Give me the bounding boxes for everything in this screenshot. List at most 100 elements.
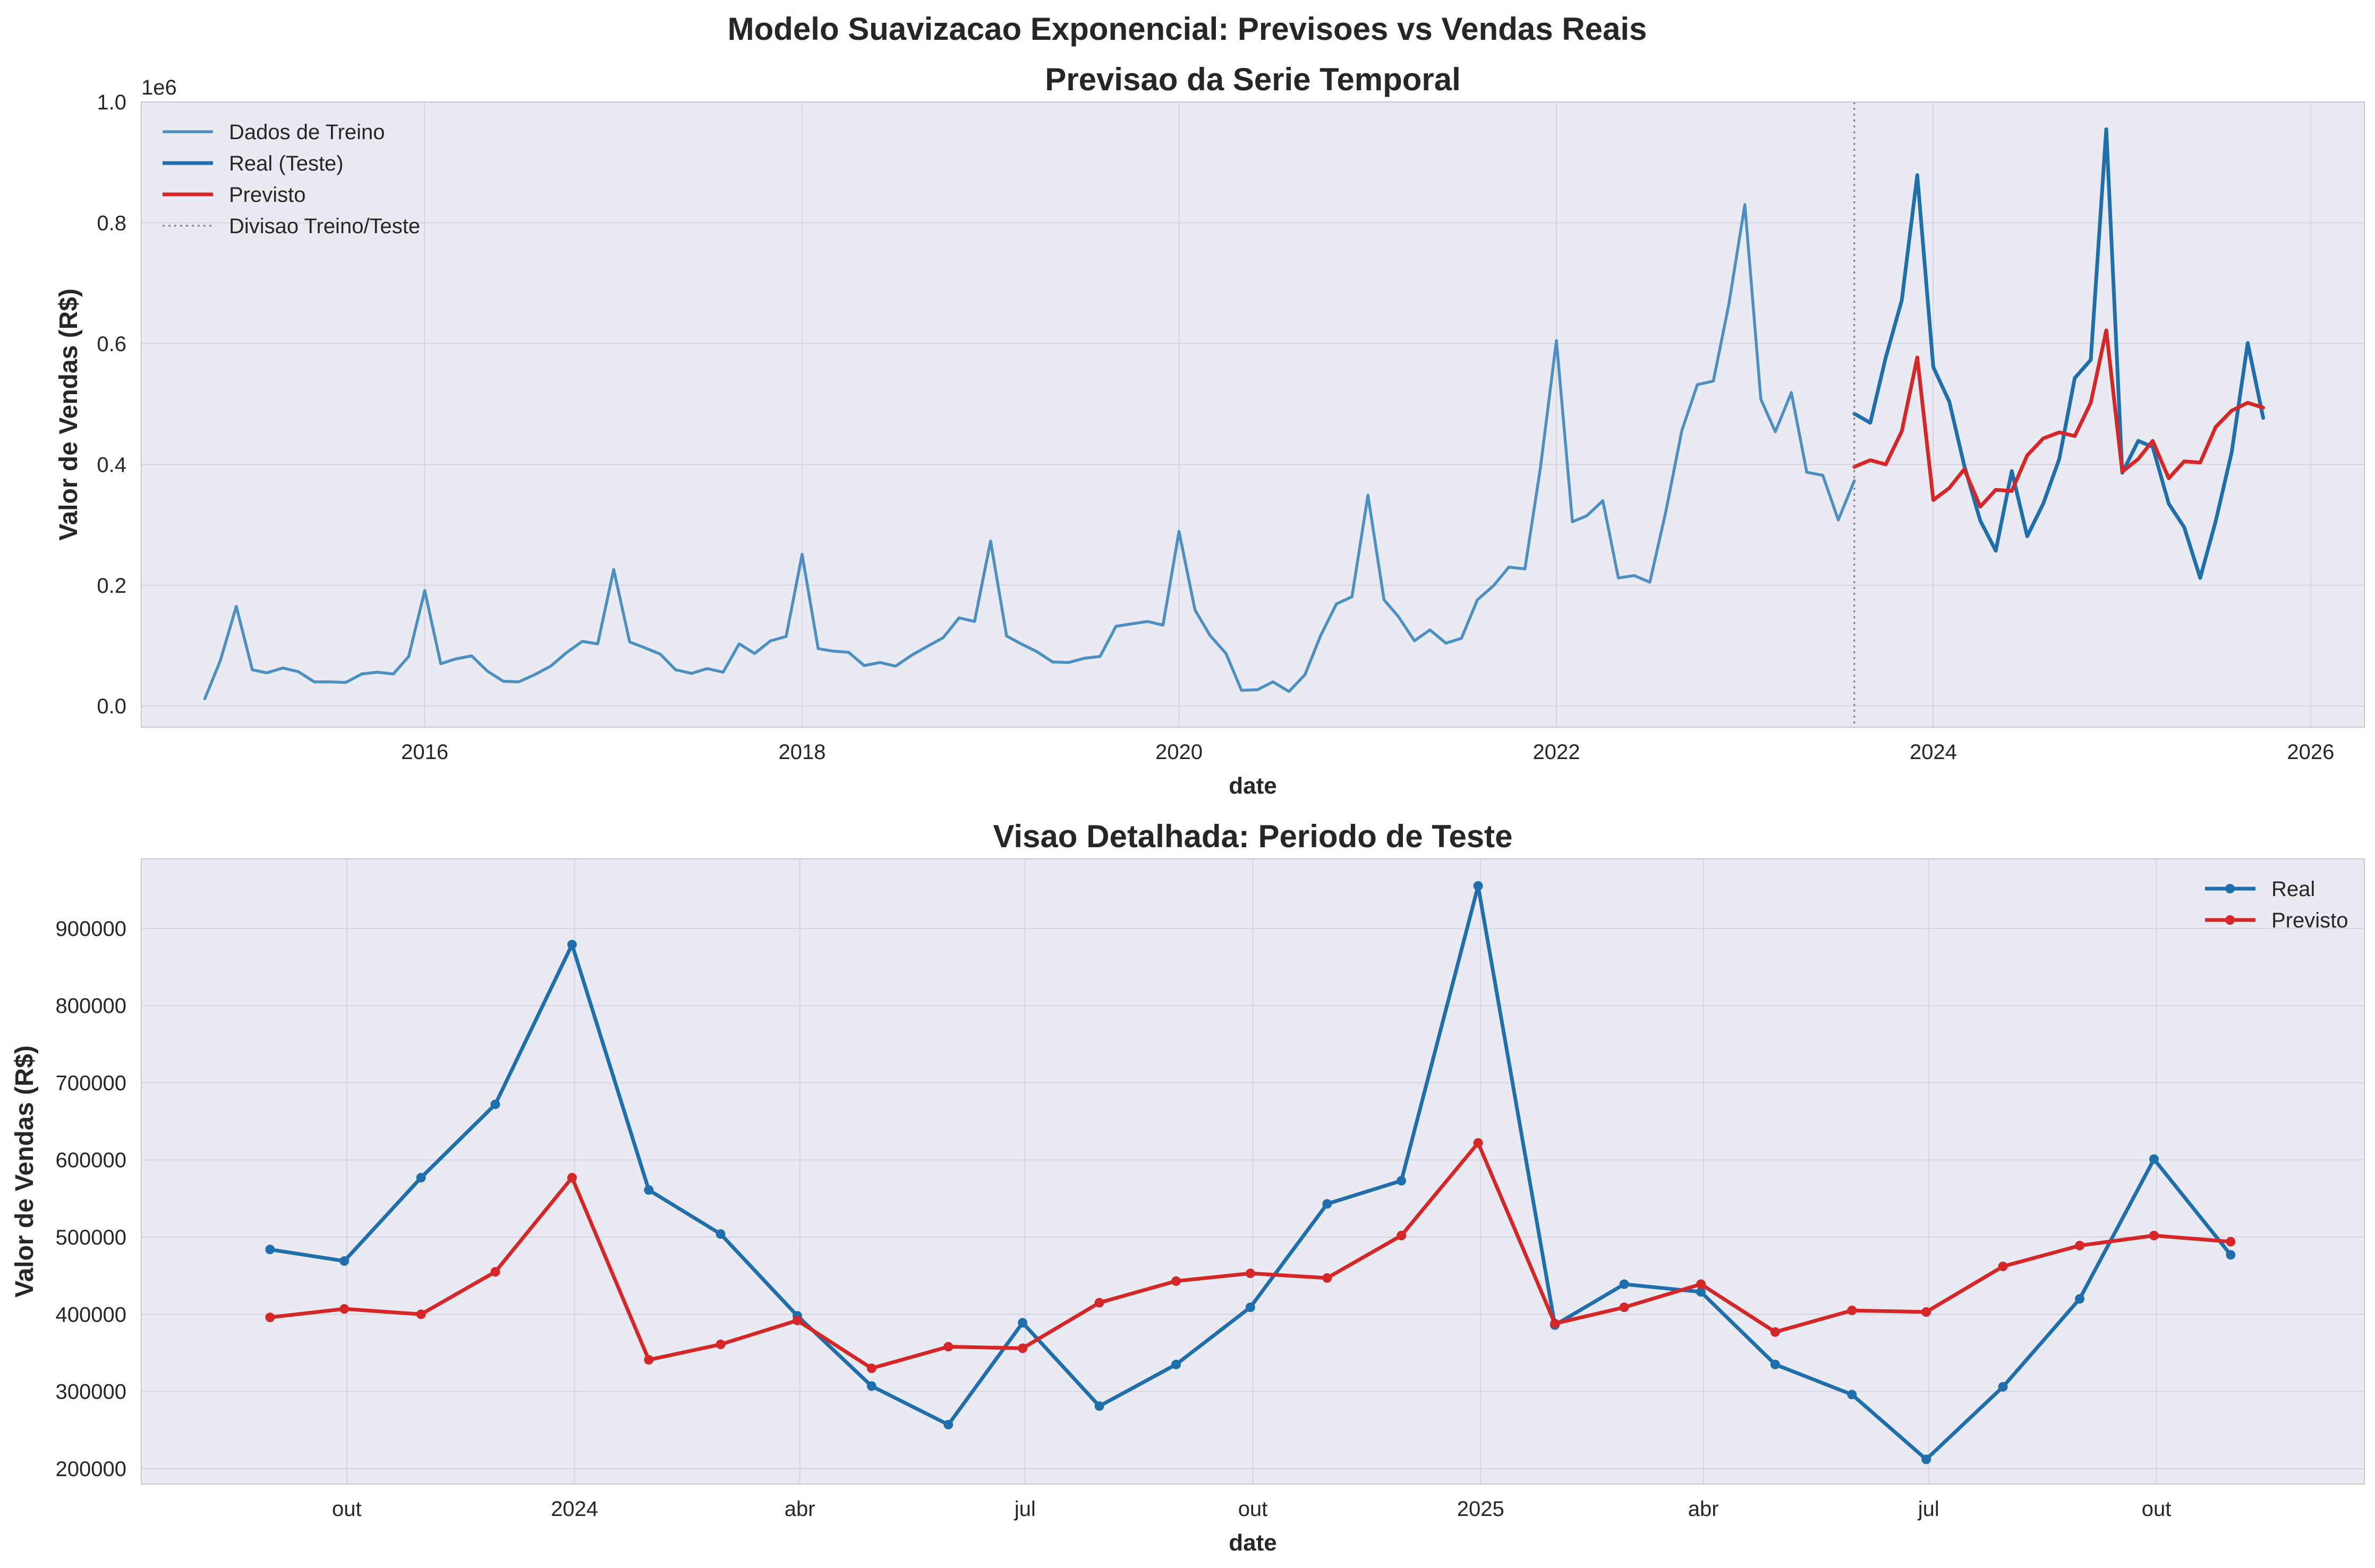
plot-area-background [141, 102, 2364, 727]
data-point-forecast [1619, 1302, 1629, 1313]
y-tick-label: 600000 [56, 1149, 126, 1172]
data-point-forecast [1696, 1279, 1706, 1289]
y-tick-label: 0.6 [97, 333, 126, 356]
data-point-real [265, 1245, 275, 1255]
data-point-forecast [1550, 1318, 1560, 1328]
data-point-forecast [1473, 1138, 1483, 1148]
x-axis-label: date [1229, 773, 1276, 799]
data-point-real [1397, 1175, 1407, 1186]
y-tick-label: 0.2 [97, 574, 126, 598]
data-point-real [1094, 1401, 1104, 1411]
series-line-forecast [1852, 328, 2265, 509]
data-point-real [1322, 1199, 1332, 1209]
y-tick-label: 700000 [56, 1071, 126, 1095]
data-point-real [943, 1420, 954, 1430]
data-point-forecast [265, 1313, 275, 1323]
data-point-real [2075, 1294, 2085, 1304]
legend-marker-real [2225, 884, 2235, 893]
data-point-real [1696, 1287, 1706, 1297]
legend-label: Real [2271, 877, 2315, 901]
data-point-forecast [567, 1173, 577, 1183]
data-point-forecast [1171, 1276, 1181, 1286]
legend-label: Previsto [229, 183, 306, 207]
grid-lines [141, 101, 2364, 727]
x-tick-labels: 2016 2018 2020 2022 2024 2026 [401, 740, 2334, 764]
x-tick-label: 2025 [1457, 1497, 1504, 1521]
x-axis-label: date [1229, 1530, 1276, 1556]
y-tick-label: 900000 [56, 917, 126, 941]
data-point-forecast [490, 1267, 500, 1277]
y-tick-label: 800000 [56, 994, 126, 1018]
x-tick-label: abr [785, 1497, 815, 1521]
y-axis-label: Valor de Vendas (R$) [11, 1045, 39, 1298]
data-point-forecast [1245, 1268, 1255, 1279]
chart-panel-test-period: out 2024 abr jul out 2025 abr jul out 200000 3000… [11, 819, 2365, 1556]
x-tick-label: 2024 [1910, 740, 1957, 764]
y-tick-label: 1.0 [97, 91, 126, 114]
data-point-forecast [1094, 1298, 1104, 1308]
data-point-real [339, 1256, 350, 1266]
data-point-forecast [1322, 1273, 1332, 1283]
data-point-forecast [1397, 1231, 1407, 1241]
series-line-train [203, 203, 1856, 701]
data-point-real [1921, 1454, 1931, 1464]
x-tick-label: 2022 [1533, 740, 1580, 764]
data-point-forecast [2075, 1240, 2085, 1250]
legend-label: Divisao Treino/Teste [229, 215, 420, 238]
x-tick-label: 2018 [779, 740, 826, 764]
legend-label: Dados de Treino [229, 121, 385, 144]
data-point-real [2149, 1154, 2159, 1164]
data-point-forecast [1018, 1343, 1028, 1353]
series-line-real-test [1852, 127, 2265, 580]
y-tick-label: 0.4 [97, 453, 126, 476]
series-layer [203, 102, 2265, 727]
data-point-forecast [792, 1315, 802, 1325]
y-axis-offset-label: 1e6 [141, 76, 177, 99]
data-point-real [490, 1100, 500, 1110]
data-point-real [1619, 1279, 1629, 1289]
x-tick-label: out [332, 1497, 362, 1521]
grid-lines [141, 859, 2364, 1484]
data-point-forecast [866, 1364, 876, 1374]
data-point-forecast [1921, 1307, 1931, 1317]
data-point-forecast [716, 1339, 726, 1349]
y-tick-label: 0.0 [97, 695, 126, 718]
x-tick-label: out [1238, 1497, 1268, 1521]
legend-marker-forecast [2225, 915, 2235, 925]
x-tick-labels: out 2024 abr jul out 2025 abr jul out [332, 1497, 2171, 1521]
x-tick-label: 2026 [2287, 740, 2334, 764]
x-tick-label: out [2142, 1497, 2172, 1521]
y-tick-label: 0.8 [97, 211, 126, 235]
legend-label: Real (Teste) [229, 152, 344, 175]
data-point-forecast [943, 1342, 954, 1352]
data-point-forecast [339, 1304, 350, 1314]
y-tick-label: 300000 [56, 1380, 126, 1404]
data-point-real [416, 1173, 426, 1183]
x-tick-label: abr [1688, 1497, 1719, 1521]
series-layer [265, 881, 2236, 1464]
data-point-forecast [644, 1355, 654, 1365]
y-tick-labels: 200000 300000 400000 500000 600000 700000 8000… [56, 917, 126, 1481]
data-point-real [1018, 1318, 1028, 1328]
data-point-real [567, 940, 577, 950]
data-point-forecast [1770, 1327, 1780, 1337]
legend: Dados de Treino Real (Teste) Previsto Divis… [163, 121, 420, 238]
data-point-real [1998, 1382, 2008, 1392]
data-point-real [1847, 1390, 1857, 1400]
data-point-real [1245, 1302, 1255, 1313]
chart-title: Previsao da Serie Temporal [1045, 62, 1461, 97]
data-point-forecast [1847, 1306, 1857, 1316]
y-tick-label: 500000 [56, 1226, 126, 1249]
y-tick-label: 400000 [56, 1303, 126, 1326]
data-point-real [716, 1229, 726, 1239]
y-tick-labels: 0.0 0.2 0.4 0.6 0.8 1.0 [97, 91, 126, 718]
chart-title: Visao Detalhada: Periodo de Teste [993, 819, 1512, 854]
x-tick-label: 2016 [401, 740, 448, 764]
data-point-real [1770, 1359, 1780, 1369]
x-tick-label: jul [1014, 1497, 1036, 1521]
data-point-real [866, 1381, 876, 1391]
data-point-forecast [2149, 1231, 2159, 1241]
plot-area-frame [141, 858, 2365, 1485]
data-point-real [1473, 881, 1483, 891]
